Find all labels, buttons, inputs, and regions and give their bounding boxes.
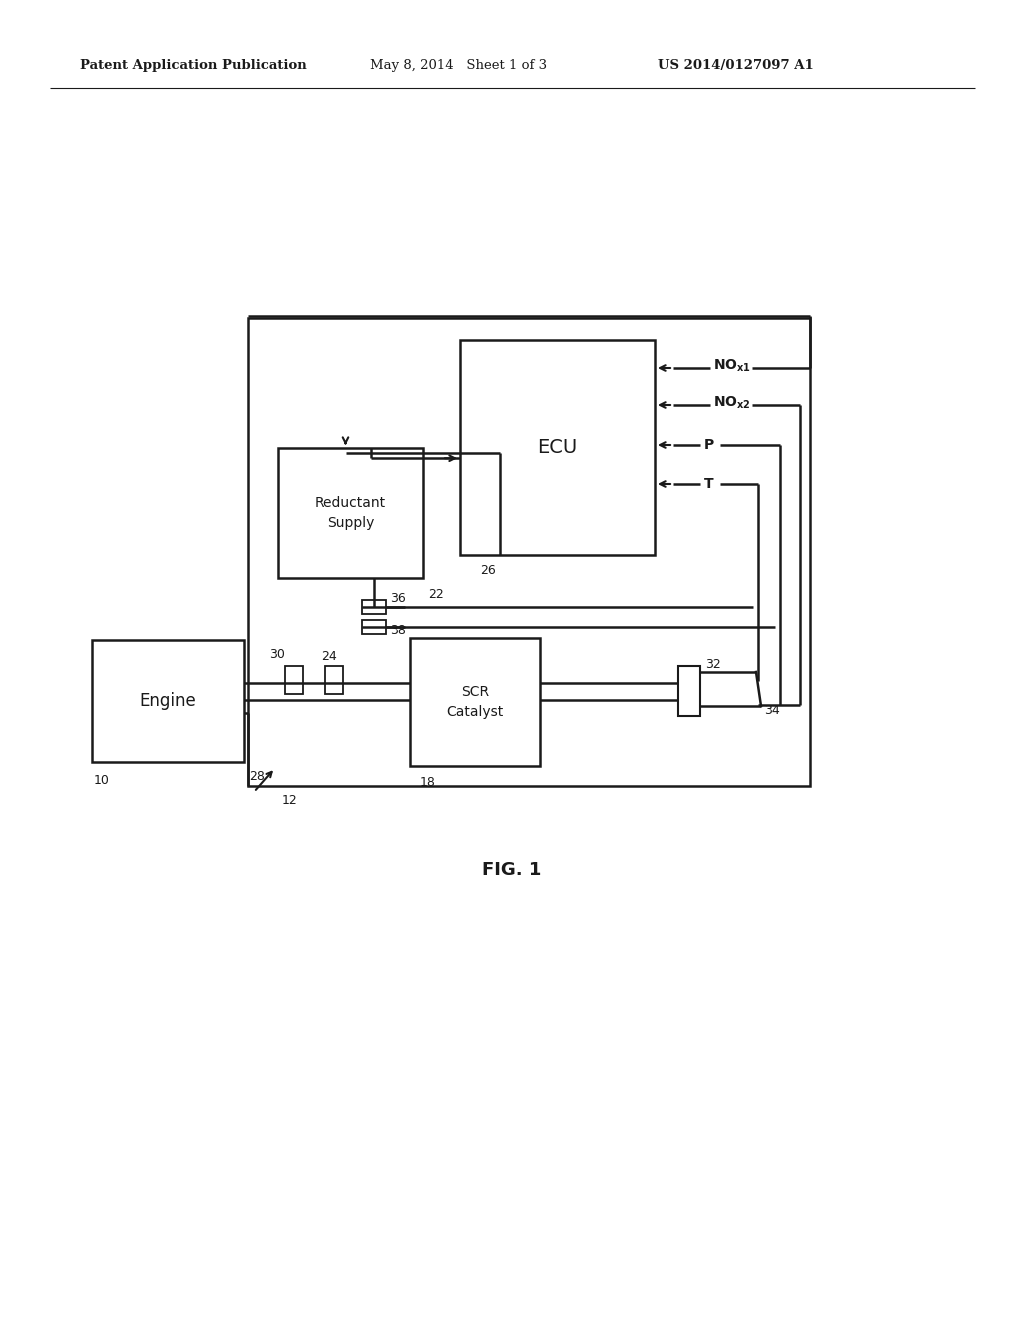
Text: $\mathbf{NO_{x2}}$: $\mathbf{NO_{x2}}$ bbox=[713, 395, 751, 412]
Text: 22: 22 bbox=[428, 587, 443, 601]
Text: 24: 24 bbox=[321, 649, 337, 663]
Text: 12: 12 bbox=[282, 793, 298, 807]
Bar bbox=[285, 667, 303, 694]
Bar bbox=[362, 601, 386, 614]
Text: Reductant
Supply: Reductant Supply bbox=[315, 496, 386, 531]
Bar bbox=[278, 447, 423, 578]
Text: 36: 36 bbox=[390, 593, 406, 606]
Text: 30: 30 bbox=[269, 648, 285, 660]
Text: 38: 38 bbox=[390, 623, 406, 636]
Bar bbox=[325, 667, 343, 694]
Text: ECU: ECU bbox=[538, 438, 578, 457]
Text: $\mathbf{NO_{x1}}$: $\mathbf{NO_{x1}}$ bbox=[713, 358, 751, 374]
Text: May 8, 2014   Sheet 1 of 3: May 8, 2014 Sheet 1 of 3 bbox=[370, 58, 547, 71]
Text: Engine: Engine bbox=[139, 692, 197, 710]
Text: $\mathbf{P}$: $\mathbf{P}$ bbox=[703, 438, 715, 451]
Text: US 2014/0127097 A1: US 2014/0127097 A1 bbox=[658, 58, 814, 71]
Bar bbox=[92, 640, 244, 762]
Text: 32: 32 bbox=[705, 657, 721, 671]
Text: 10: 10 bbox=[94, 774, 110, 787]
Bar bbox=[460, 341, 655, 554]
Bar bbox=[248, 318, 810, 785]
Bar bbox=[678, 667, 700, 715]
Text: 34: 34 bbox=[764, 704, 779, 717]
Text: Patent Application Publication: Patent Application Publication bbox=[80, 58, 307, 71]
Text: $\mathbf{T}$: $\mathbf{T}$ bbox=[703, 477, 715, 491]
Bar bbox=[362, 620, 386, 634]
Text: SCR
Catalyst: SCR Catalyst bbox=[446, 685, 504, 719]
Text: 26: 26 bbox=[480, 565, 496, 578]
Text: FIG. 1: FIG. 1 bbox=[482, 861, 542, 879]
Text: 28: 28 bbox=[249, 770, 265, 783]
Bar bbox=[410, 638, 540, 766]
Text: 18: 18 bbox=[420, 776, 436, 788]
